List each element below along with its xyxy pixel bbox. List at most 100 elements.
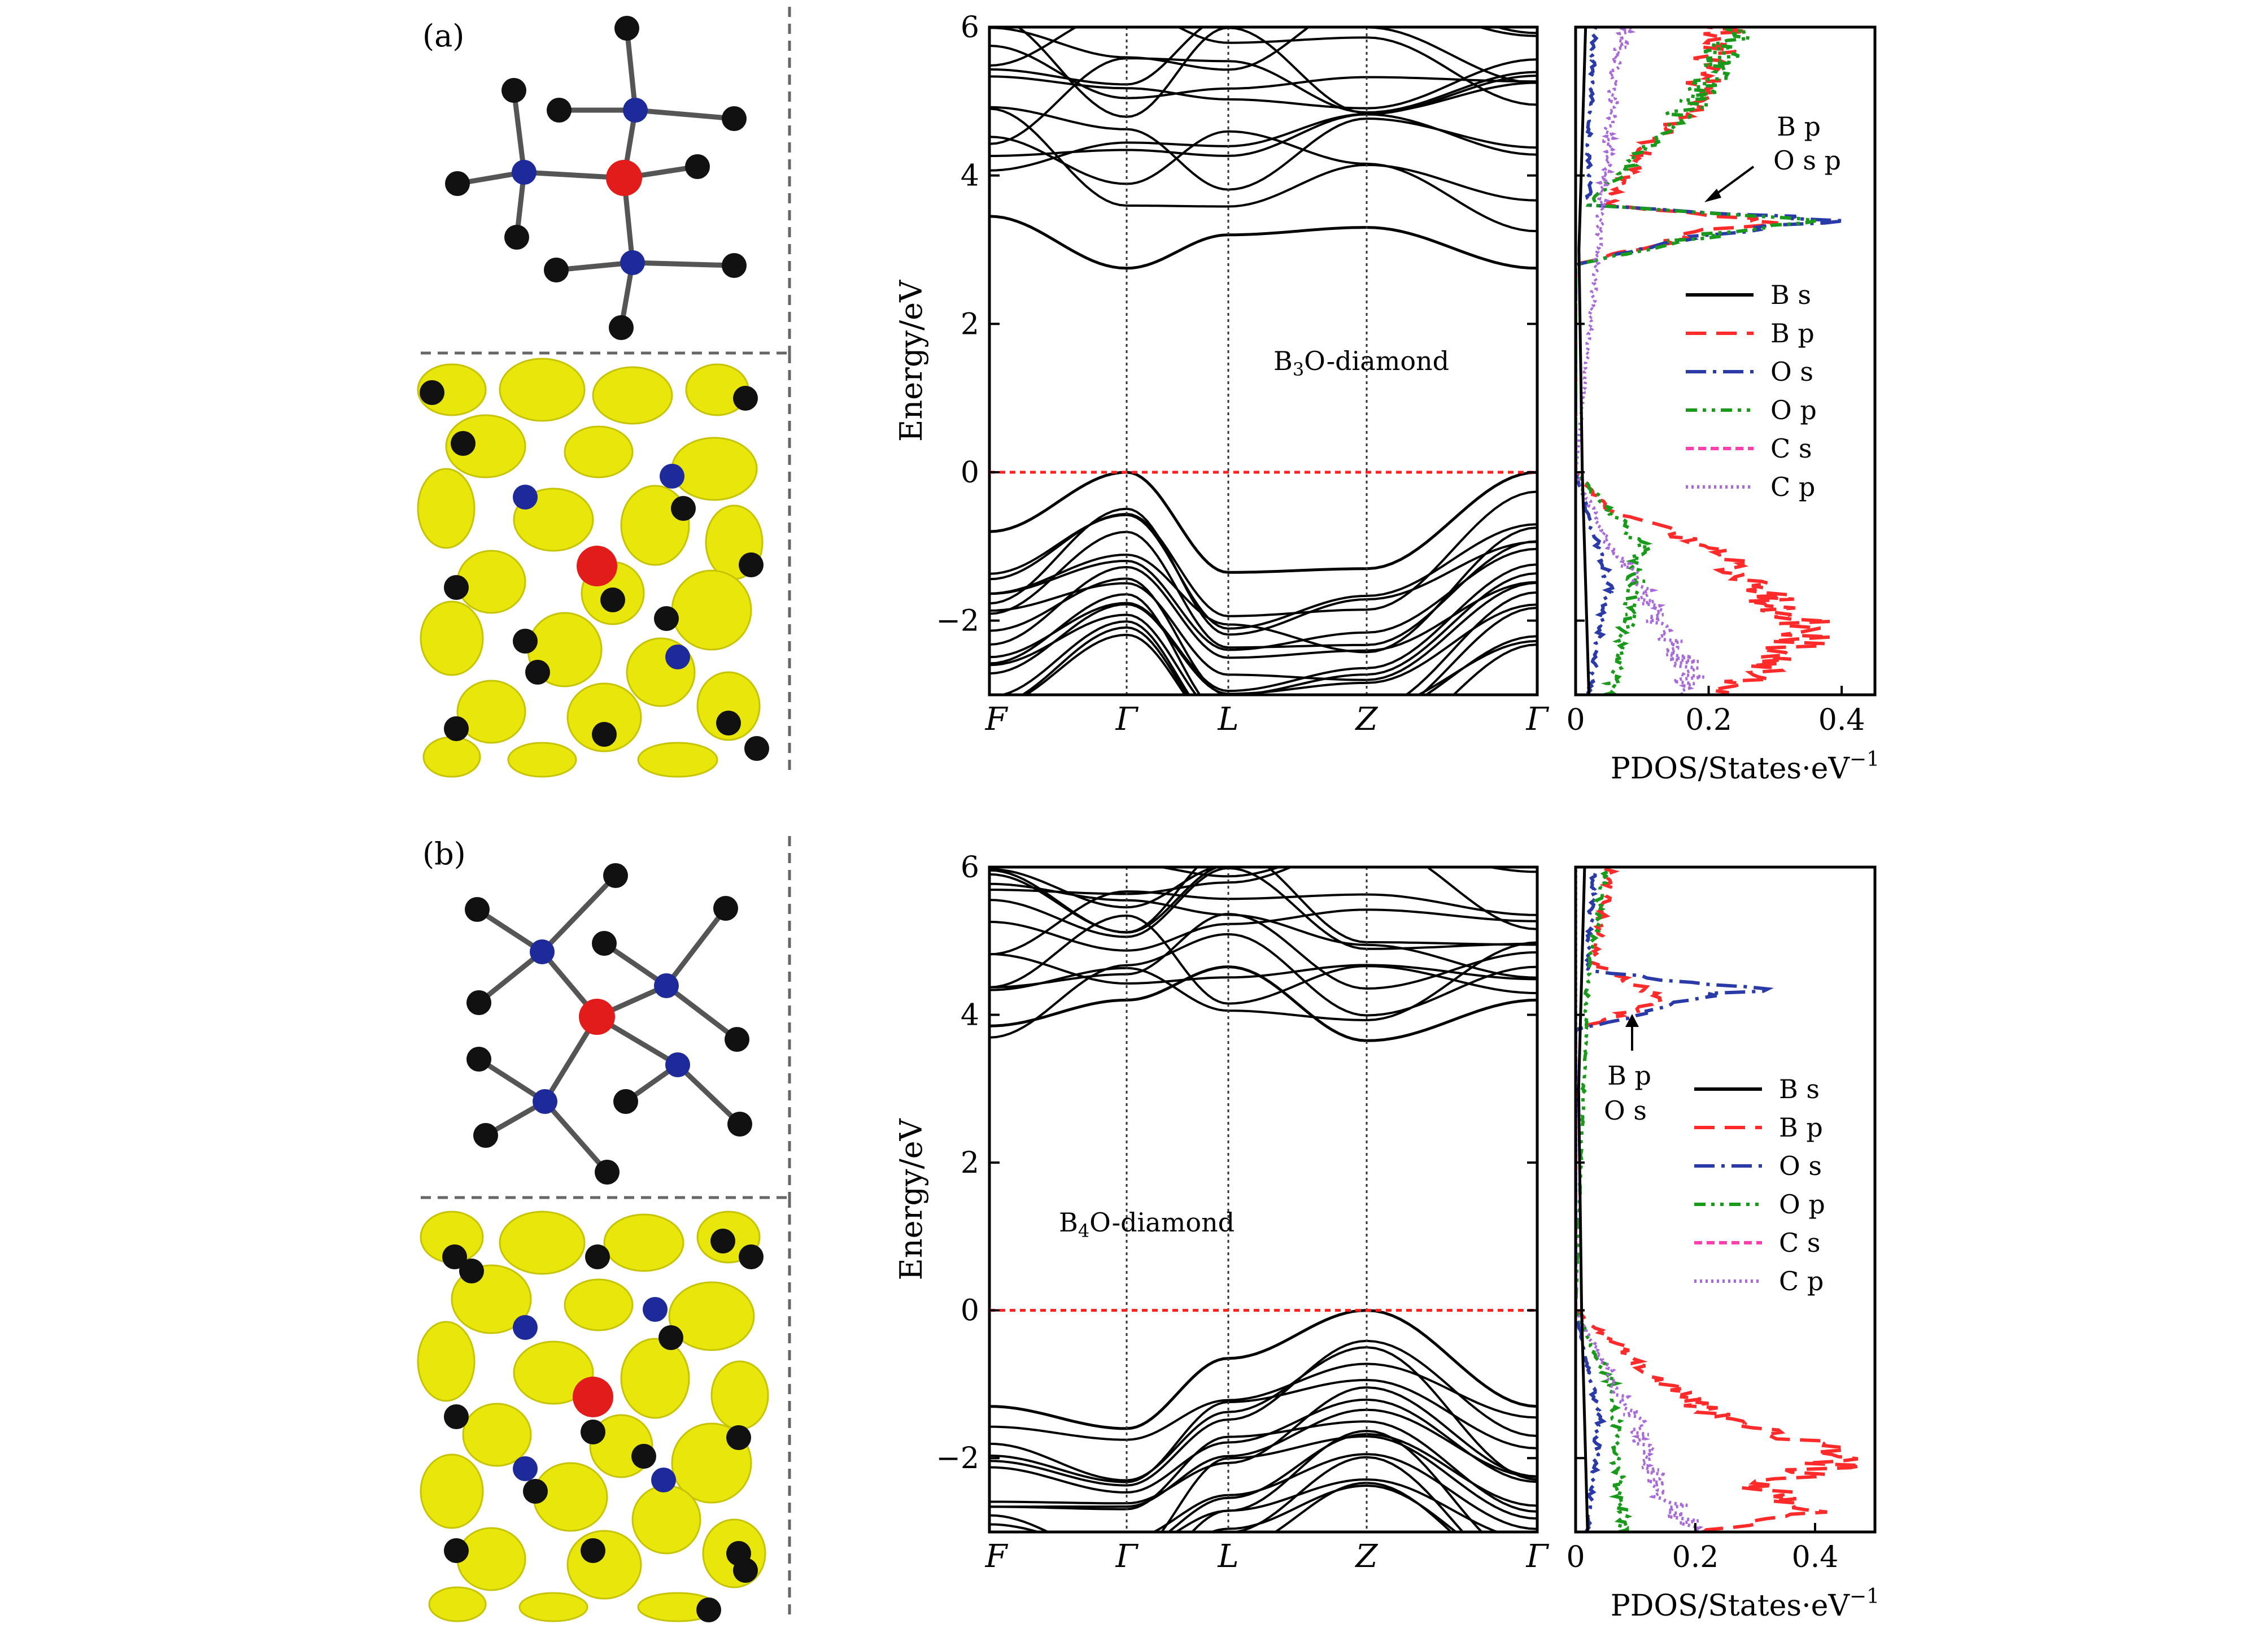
band-valence xyxy=(989,507,1537,636)
pdos-legend: B s B p O s O p C s C p xyxy=(1694,1074,1825,1296)
band-valence xyxy=(989,1420,1537,1513)
band-frame xyxy=(988,25,1539,697)
kpoint-label: Γ xyxy=(1115,701,1139,738)
pdos-x-axis-label-text: PDOS/States·eV xyxy=(1611,752,1851,786)
molecule-structure-b xyxy=(465,863,752,1185)
band-valence xyxy=(989,1346,1537,1482)
band-valence xyxy=(989,547,1537,651)
y-tick-label: 6 xyxy=(961,11,979,45)
pdos-x-axis-label-sup: −1 xyxy=(1850,1585,1879,1608)
band-conduction xyxy=(989,27,1537,106)
band-valence xyxy=(989,1398,1537,1494)
legend-label: B p xyxy=(1779,1112,1823,1143)
band-conduction xyxy=(989,58,1537,110)
pdos-series-O-s xyxy=(1576,867,1774,1532)
pdos-frame xyxy=(1574,25,1877,697)
material-suffix: O-diamond xyxy=(1089,1207,1235,1238)
pdos-series-C-p xyxy=(1576,27,1704,695)
pdos-x-axis-label: PDOS/States·eV−1 xyxy=(1611,748,1879,786)
band-conduction xyxy=(989,867,1537,946)
band-valence xyxy=(989,1408,1537,1508)
band-valence xyxy=(989,1339,1537,1487)
material-suffix: O-diamond xyxy=(1304,346,1449,376)
kpoint-label: Γ xyxy=(1115,1538,1139,1575)
legend-label: B p xyxy=(1770,318,1815,349)
band-valence-band-max xyxy=(989,471,1537,574)
band-conduction xyxy=(989,867,1294,895)
pdos-frame xyxy=(1574,865,1877,1534)
pdos-series-B-s xyxy=(1577,867,1589,1532)
y-tick-label: 2 xyxy=(961,307,979,341)
y-tick-label: 4 xyxy=(961,999,979,1033)
y-axis-label: Energy/eV xyxy=(893,280,929,442)
y-tick-label: −2 xyxy=(936,604,979,638)
band-conduction xyxy=(989,867,1537,934)
band-valence xyxy=(989,572,1537,695)
band-valence xyxy=(989,1386,1537,1505)
legend-label: B s xyxy=(1770,280,1811,310)
band-valence xyxy=(1190,1478,1501,1532)
y-tick-label: 0 xyxy=(961,456,979,490)
band-conduction xyxy=(989,933,1537,1039)
kpoint-label: F xyxy=(985,701,1009,738)
band-valence-band-max xyxy=(989,1309,1537,1430)
y-tick-label: −2 xyxy=(936,1442,979,1475)
annotation-arrowhead xyxy=(1625,1014,1639,1027)
band-lines xyxy=(989,27,1537,695)
legend-label: O s xyxy=(1770,356,1813,387)
kpoint-label: Z xyxy=(1355,701,1379,738)
material-sub: 4 xyxy=(1078,1220,1089,1242)
molecule-structure-a xyxy=(445,16,747,340)
band-valence xyxy=(1222,1456,1465,1532)
band-conduction xyxy=(989,113,1537,158)
charge-density-image-a xyxy=(417,358,779,778)
material-sub: 3 xyxy=(1293,359,1304,380)
x-tick-label: 0 xyxy=(1566,703,1585,737)
legend-label: O s xyxy=(1779,1151,1822,1181)
band-conduction xyxy=(989,867,1221,909)
annotation-line: B p xyxy=(1777,111,1821,142)
y-tick-label: 6 xyxy=(961,851,979,885)
band-conduction xyxy=(1153,867,1537,878)
material-label-b: B4O-diamond xyxy=(1059,1207,1235,1242)
pdos-series-B-s xyxy=(1577,27,1591,695)
legend-label: B s xyxy=(1779,1074,1820,1104)
band-conduction xyxy=(989,882,1537,979)
band-valence xyxy=(1273,1482,1453,1532)
band-mid-gap-band xyxy=(989,215,1537,270)
y-tick-label: 2 xyxy=(961,1146,979,1180)
pdos-plot-b: 0 0.2 0.4 PDOS/States·eV−1 B s B p O s O p C s C … xyxy=(1566,865,1879,1623)
band-conduction xyxy=(989,130,1537,233)
pdos-x-axis-label-sup: −1 xyxy=(1850,748,1879,771)
annotation-line: B p xyxy=(1607,1060,1651,1091)
band-valence xyxy=(989,530,1537,649)
pdos-series-O-p xyxy=(1576,867,1633,1532)
band-valence xyxy=(989,565,1537,659)
band-valence xyxy=(989,513,1537,630)
pdos-legend: B s B p O s O p C s C p xyxy=(1686,280,1817,502)
band-conduction xyxy=(989,107,1537,208)
pdos-series-O-p xyxy=(1576,27,1816,695)
x-tick-label: 0.2 xyxy=(1685,703,1732,737)
y-tick-label: 4 xyxy=(961,159,979,193)
y-tick-label: 0 xyxy=(961,1294,979,1328)
band-valence xyxy=(1020,626,1537,695)
panel-label-a: (a) xyxy=(422,18,464,54)
panel-b: (b) xyxy=(417,836,1879,1623)
pdos-curves xyxy=(1576,27,1845,695)
annotation-line: O s xyxy=(1604,1095,1647,1126)
legend-label: C s xyxy=(1779,1227,1820,1258)
material-prefix: B xyxy=(1273,346,1293,376)
annotation-line: O s p xyxy=(1773,145,1841,176)
legend-label: C s xyxy=(1770,433,1812,464)
kpoint-label: Γ xyxy=(1526,1538,1550,1575)
pdos-curves xyxy=(1576,867,1862,1532)
band-conduction xyxy=(989,867,1537,950)
band-valence xyxy=(989,1363,1537,1441)
band-valence xyxy=(1023,633,1537,695)
pdos-x-axis-label: PDOS/States·eV−1 xyxy=(1611,1585,1879,1623)
material-prefix: B xyxy=(1059,1207,1078,1238)
kpoint-label: Z xyxy=(1355,1538,1379,1575)
legend-label: C p xyxy=(1779,1266,1824,1296)
